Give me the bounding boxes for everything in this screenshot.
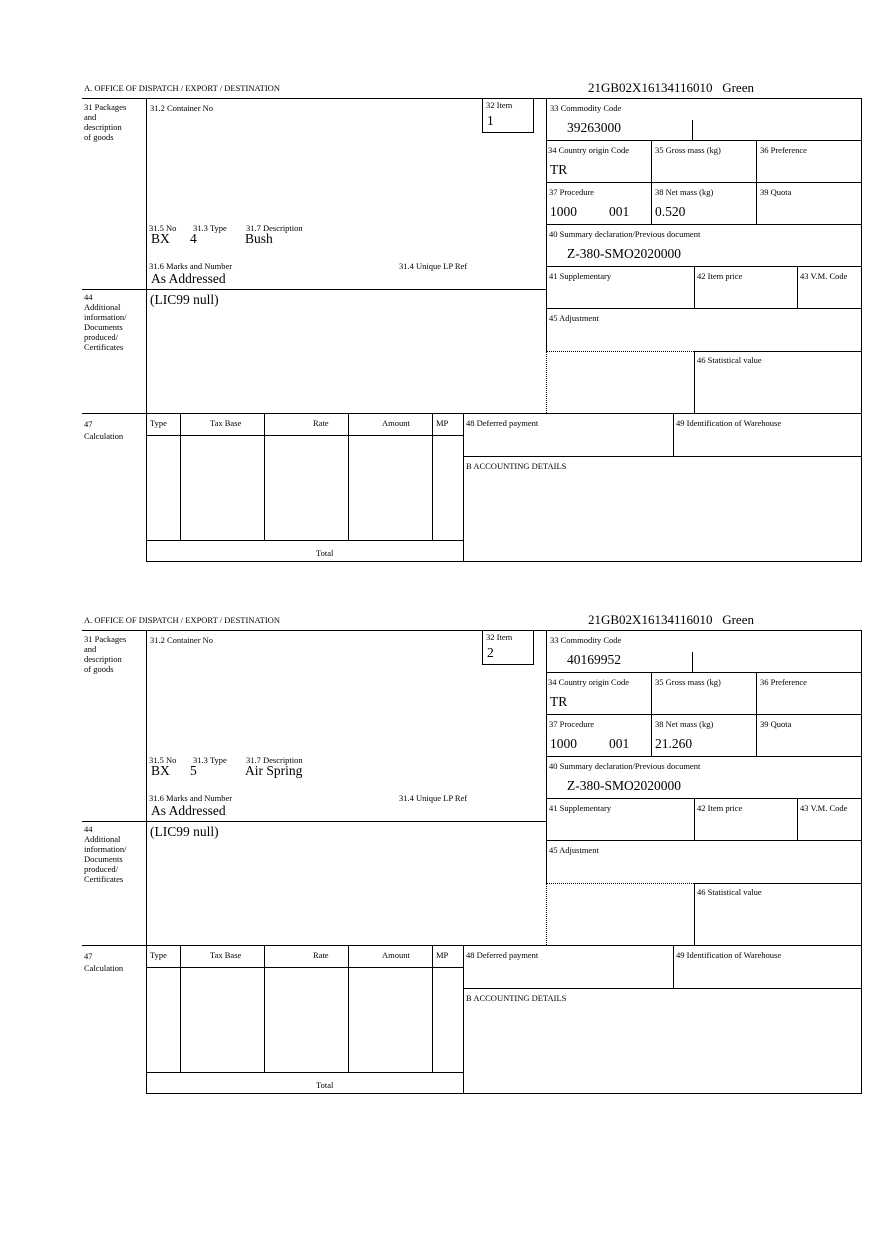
additional-info-label: 44 Additional information/Documents produce… bbox=[84, 292, 127, 352]
route-status: Green bbox=[722, 80, 754, 95]
supplementary-label: 41 Supplementary bbox=[549, 271, 612, 281]
description-value: Air Spring bbox=[245, 763, 303, 778]
quota-label: 39 Quota bbox=[760, 187, 792, 197]
summary-label: 40 Summary declaration/Previous document bbox=[549, 229, 701, 239]
calc-col-type: Type bbox=[150, 950, 167, 960]
summary-value: Z-380-SMO2020000 bbox=[567, 778, 681, 793]
no-label: 31.5 No bbox=[149, 223, 177, 233]
gross-mass-label: 35 Gross mass (kg) bbox=[655, 145, 721, 155]
description-label: 31.7 Description bbox=[246, 755, 303, 765]
item-price-label: 42 Item price bbox=[697, 271, 743, 281]
unique-lp-label: 31.4 Unique LP Ref bbox=[399, 261, 468, 271]
declaration-reference: 21GB02X16134116010 Green bbox=[588, 81, 754, 95]
calc-col-rate: Rate bbox=[313, 950, 329, 960]
accounting-details-label: B ACCOUNTING DETAILS bbox=[466, 461, 567, 471]
packages-label: 31 Packages and description of goods bbox=[84, 634, 127, 674]
no-value: BX bbox=[151, 763, 170, 778]
net-mass-value: 0.520 bbox=[655, 204, 686, 219]
calculation-label: 47 Calculation bbox=[84, 951, 124, 973]
commodity-code-label: 33 Commodity Code bbox=[550, 635, 622, 645]
additional-info-value: (LIC99 null) bbox=[150, 824, 219, 839]
description-label: 31.7 Description bbox=[246, 223, 303, 233]
calc-col-amount: Amount bbox=[382, 950, 410, 960]
office-heading: A. OFFICE OF DISPATCH / EXPORT / DESTINA… bbox=[84, 615, 280, 625]
procedure-additional-value: 001 bbox=[609, 204, 630, 219]
commodity-code-value: 39263000 bbox=[567, 120, 621, 135]
no-label: 31.5 No bbox=[149, 755, 177, 765]
country-value: TR bbox=[550, 162, 568, 177]
summary-value: Z-380-SMO2020000 bbox=[567, 246, 681, 261]
country-value: TR bbox=[550, 694, 568, 709]
marks-label: 31.6 Marks and Number bbox=[149, 261, 233, 271]
preference-label: 36 Preference bbox=[760, 145, 807, 155]
country-label: 34 Country origin Code bbox=[548, 145, 629, 155]
vm-code-label: 43 V.M. Code bbox=[800, 803, 848, 813]
preference-label: 36 Preference bbox=[760, 677, 807, 687]
procedure-additional-value: 001 bbox=[609, 736, 630, 751]
declaration-reference: 21GB02X16134116010 Green bbox=[588, 613, 754, 627]
statistical-value-label: 46 Statistical value bbox=[697, 355, 762, 365]
marks-label: 31.6 Marks and Number bbox=[149, 793, 233, 803]
country-label: 34 Country origin Code bbox=[548, 677, 629, 687]
warehouse-label: 49 Identification of Warehouse bbox=[676, 950, 782, 960]
calc-col-mp: MP bbox=[436, 950, 449, 960]
procedure-value: 1000 bbox=[550, 204, 577, 219]
packages-label: 31 Packages and description of goods bbox=[84, 102, 127, 142]
adjustment-label: 45 Adjustment bbox=[549, 313, 599, 323]
commodity-code-value: 40169952 bbox=[567, 652, 621, 667]
additional-info-label: 44 Additional information/Documents produce… bbox=[84, 824, 127, 884]
office-heading: A. OFFICE OF DISPATCH / EXPORT / DESTINA… bbox=[84, 83, 280, 93]
warehouse-label: 49 Identification of Warehouse bbox=[676, 418, 782, 428]
type-label: 31.3 Type bbox=[193, 755, 227, 765]
procedure-value: 1000 bbox=[550, 736, 577, 751]
route-status: Green bbox=[722, 612, 754, 627]
no-value: BX bbox=[151, 231, 170, 246]
accounting-details-label: B ACCOUNTING DETAILS bbox=[466, 993, 567, 1003]
adjustment-label: 45 Adjustment bbox=[549, 845, 599, 855]
deferred-payment-label: 48 Deferred payment bbox=[466, 418, 539, 428]
customs-item-form-2: A. OFFICE OF DISPATCH / EXPORT / DESTINA… bbox=[0, 612, 882, 1112]
item-price-label: 42 Item price bbox=[697, 803, 743, 813]
calc-col-tax-base: Tax Base bbox=[210, 418, 242, 428]
calc-col-mp: MP bbox=[436, 418, 449, 428]
summary-label: 40 Summary declaration/Previous document bbox=[549, 761, 701, 771]
calculation-label: 47 Calculation bbox=[84, 419, 124, 441]
reference-number: 21GB02X16134116010 bbox=[588, 80, 713, 95]
type-label: 31.3 Type bbox=[193, 223, 227, 233]
calc-col-tax-base: Tax Base bbox=[210, 950, 242, 960]
supplementary-label: 41 Supplementary bbox=[549, 803, 612, 813]
type-value: 4 bbox=[190, 231, 197, 246]
procedure-label: 37 Procedure bbox=[549, 187, 595, 197]
container-no-label: 31.2 Container No bbox=[150, 635, 214, 645]
vm-code-label: 43 V.M. Code bbox=[800, 271, 848, 281]
marks-value: As Addressed bbox=[151, 271, 226, 286]
unique-lp-label: 31.4 Unique LP Ref bbox=[399, 793, 468, 803]
item-number: 2 bbox=[487, 645, 494, 660]
net-mass-value: 21.260 bbox=[655, 736, 693, 751]
marks-value: As Addressed bbox=[151, 803, 226, 818]
net-mass-label: 38 Net mass (kg) bbox=[655, 719, 714, 729]
calc-col-rate: Rate bbox=[313, 418, 329, 428]
calc-col-amount: Amount bbox=[382, 418, 410, 428]
item-number: 1 bbox=[487, 113, 494, 128]
commodity-code-label: 33 Commodity Code bbox=[550, 103, 622, 113]
deferred-payment-label: 48 Deferred payment bbox=[466, 950, 539, 960]
calc-total-label: Total bbox=[316, 548, 334, 558]
net-mass-label: 38 Net mass (kg) bbox=[655, 187, 714, 197]
type-value: 5 bbox=[190, 763, 197, 778]
quota-label: 39 Quota bbox=[760, 719, 792, 729]
reference-number: 21GB02X16134116010 bbox=[588, 612, 713, 627]
container-no-label: 31.2 Container No bbox=[150, 103, 214, 113]
calc-col-type: Type bbox=[150, 418, 167, 428]
procedure-label: 37 Procedure bbox=[549, 719, 595, 729]
statistical-value-label: 46 Statistical value bbox=[697, 887, 762, 897]
description-value: Bush bbox=[245, 231, 273, 246]
additional-info-value: (LIC99 null) bbox=[150, 292, 219, 307]
item-label: 32 Item bbox=[486, 100, 513, 110]
calc-total-label: Total bbox=[316, 1080, 334, 1090]
gross-mass-label: 35 Gross mass (kg) bbox=[655, 677, 721, 687]
customs-item-form-1: A. OFFICE OF DISPATCH / EXPORT / DESTINA… bbox=[0, 80, 882, 580]
item-label: 32 Item bbox=[486, 632, 513, 642]
